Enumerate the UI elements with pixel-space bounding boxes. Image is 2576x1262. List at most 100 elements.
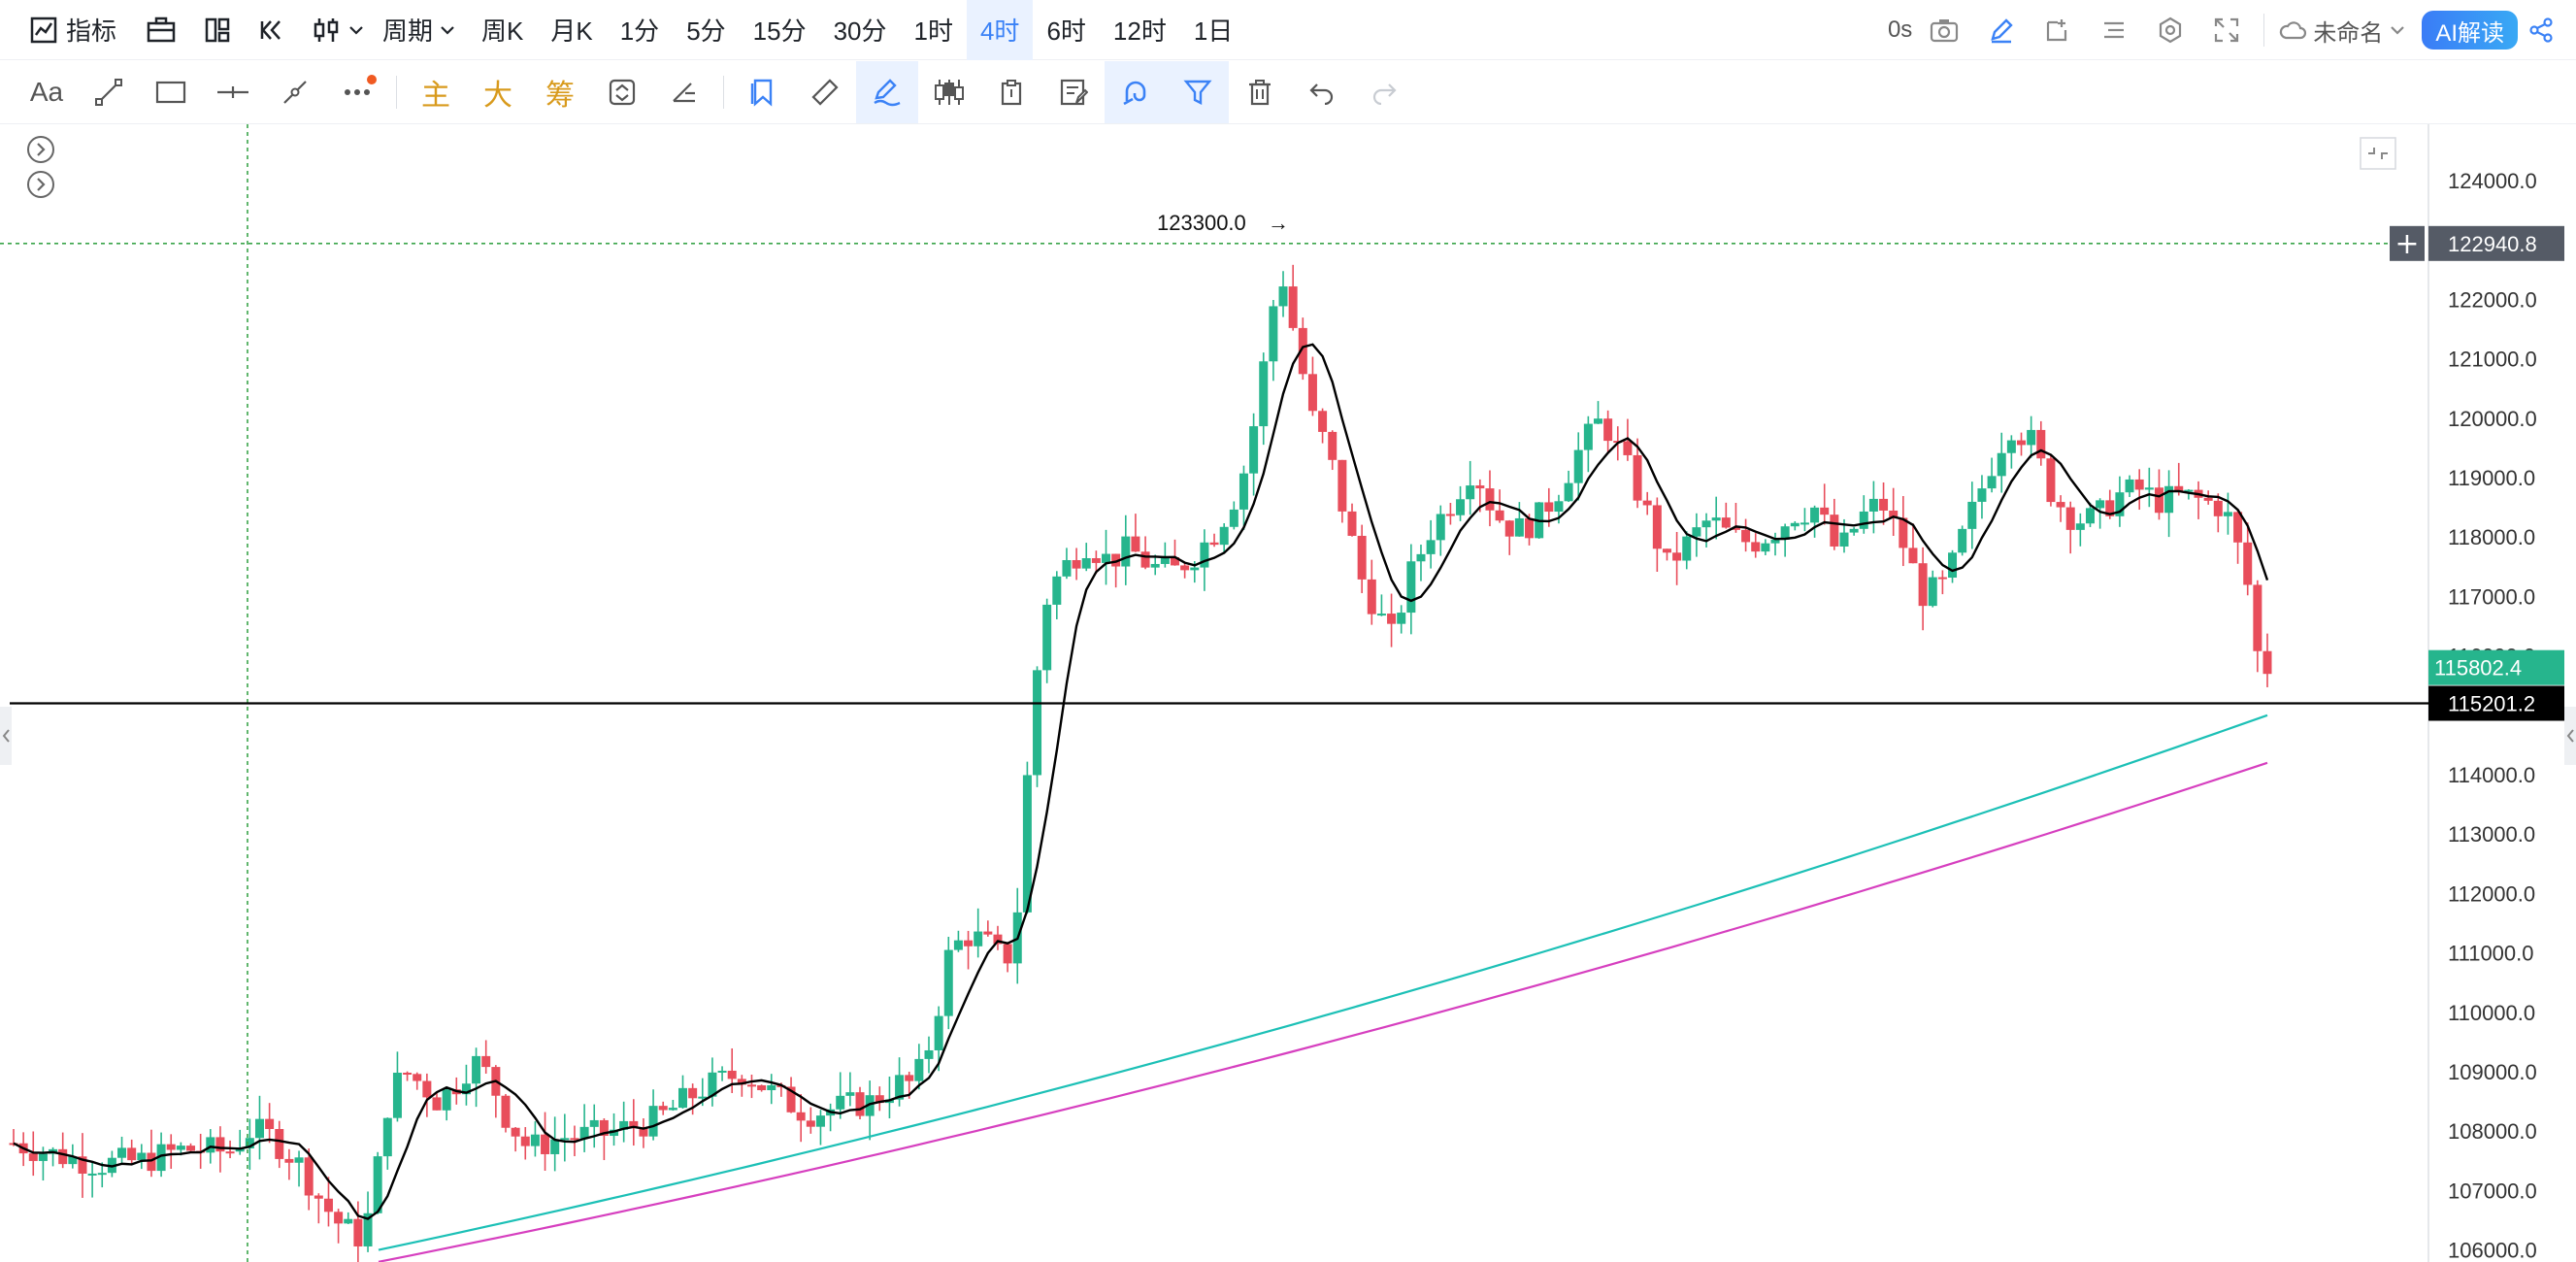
- price-axis-label: 121000.0: [2448, 348, 2537, 372]
- sync-drawing-tool[interactable]: [591, 61, 653, 123]
- candle-body: [117, 1147, 127, 1158]
- candle: [1514, 502, 1524, 537]
- horizontal-line-tool[interactable]: [202, 61, 264, 123]
- candle: [147, 1129, 156, 1178]
- period-tab[interactable]: 1日: [1193, 17, 1234, 46]
- big-order-tool[interactable]: 大: [467, 61, 529, 123]
- chevron-down-icon: [441, 25, 454, 35]
- main-force-tool[interactable]: 主: [405, 61, 467, 123]
- candle-body: [1466, 485, 1475, 500]
- period-tab[interactable]: 月K: [550, 17, 593, 46]
- candle: [2096, 498, 2105, 529]
- candle-body: [1229, 509, 1238, 527]
- replay-button[interactable]: [258, 0, 285, 60]
- left-panel-toggle[interactable]: [0, 707, 12, 765]
- chart-area[interactable]: 124000.0 122000.0 121000.0 120000.0 119000.0…: [0, 124, 2576, 1262]
- period-dropdown[interactable]: 周期: [382, 0, 456, 60]
- layout-button[interactable]: [204, 0, 231, 60]
- undo-button[interactable]: [1291, 61, 1353, 123]
- candle: [1937, 570, 1947, 595]
- fullscreen-button[interactable]: [2213, 0, 2240, 60]
- candle: [934, 1006, 943, 1072]
- candle-body: [1022, 775, 1032, 913]
- candle: [2253, 580, 2262, 673]
- period-tab[interactable]: 周K: [481, 17, 524, 46]
- candle: [1564, 470, 1573, 503]
- rectangle-tool[interactable]: [140, 61, 202, 123]
- share-button[interactable]: [2527, 0, 2555, 60]
- chip-distribution-tool[interactable]: 筹: [529, 61, 591, 123]
- hide-kline-tool[interactable]: [918, 61, 980, 123]
- filter-tool[interactable]: [1167, 60, 1229, 123]
- candle-body: [2085, 508, 2095, 524]
- candle: [1593, 401, 1602, 424]
- candle: [1908, 523, 1918, 564]
- expand-indicator-button[interactable]: [25, 169, 56, 200]
- notes-tool[interactable]: [1042, 61, 1105, 123]
- layout-name-dropdown[interactable]: 未命名: [2278, 0, 2406, 60]
- clipboard-tool[interactable]: [980, 61, 1042, 123]
- candle: [1603, 410, 1613, 454]
- candle-body: [1780, 526, 1790, 540]
- expand-indicator-button[interactable]: [25, 134, 56, 165]
- period-tab[interactable]: 15分: [752, 17, 807, 46]
- period-tab[interactable]: 1时: [913, 17, 953, 46]
- text-tool[interactable]: Aa: [16, 61, 78, 123]
- right-panel-toggle[interactable]: [2564, 707, 2576, 765]
- candle-body: [1751, 542, 1761, 552]
- period-tab[interactable]: 12时: [1112, 17, 1167, 46]
- candle-body: [1830, 515, 1839, 547]
- more-tools-button[interactable]: [326, 61, 388, 123]
- ai-analysis-button[interactable]: AI解读: [2422, 11, 2518, 50]
- candle: [1456, 485, 1466, 521]
- candle-body: [815, 1115, 825, 1127]
- candle: [2125, 475, 2134, 497]
- candle: [1997, 432, 2006, 493]
- candlestick-chart[interactable]: 124000.0 122000.0 121000.0 120000.0 119000.0…: [0, 124, 2576, 1262]
- candle: [1347, 503, 1357, 537]
- candle-body: [1711, 517, 1721, 521]
- candle: [344, 1212, 353, 1224]
- candle: [2065, 501, 2075, 554]
- top-toolbar: 指标 周期 周K 月K 1分 5分 15分 30分 1时 4时 6时 12时 1日 0s: [0, 0, 2576, 60]
- add-alert-button[interactable]: [2390, 225, 2425, 261]
- candle: [373, 1151, 382, 1214]
- period-tab[interactable]: 5分: [686, 17, 726, 46]
- candle: [746, 1075, 756, 1099]
- candle: [619, 1101, 629, 1143]
- candle-body: [1918, 563, 1928, 607]
- candle-body: [1928, 577, 1937, 607]
- period-tab[interactable]: 30分: [833, 17, 887, 46]
- period-tab[interactable]: 6时: [1046, 17, 1086, 46]
- annotate-button[interactable]: [2044, 0, 2071, 60]
- candle-body: [1200, 542, 1209, 568]
- candle-body: [1269, 306, 1278, 362]
- screenshot-button[interactable]: [1930, 0, 1959, 60]
- draw-toggle-button[interactable]: [1988, 0, 2015, 60]
- period-tab[interactable]: 4时: [966, 0, 1034, 60]
- auto-fit-button[interactable]: [2359, 136, 2397, 171]
- candle: [245, 1118, 254, 1171]
- period-tab[interactable]: 1分: [619, 17, 660, 46]
- ray-tool[interactable]: [264, 61, 326, 123]
- object-list-button[interactable]: [2100, 0, 2128, 60]
- candle: [1436, 505, 1445, 556]
- candle: [2223, 492, 2232, 535]
- candle: [2027, 415, 2036, 458]
- indicator-button[interactable]: 指标: [29, 0, 116, 60]
- magnet-tool[interactable]: [653, 61, 715, 123]
- measure-tool[interactable]: [794, 61, 856, 123]
- candle: [1367, 559, 1376, 625]
- trend-line-tool[interactable]: [78, 61, 140, 123]
- magnet-snap-tool[interactable]: [1105, 60, 1167, 123]
- redo-button[interactable]: [1353, 61, 1415, 123]
- candle-body: [413, 1074, 422, 1081]
- candle: [786, 1077, 796, 1113]
- delete-drawings-button[interactable]: [1229, 61, 1291, 123]
- template-button[interactable]: [146, 0, 177, 60]
- candle: [1662, 548, 1671, 561]
- chart-type-button[interactable]: [313, 0, 365, 60]
- continuous-draw-tool[interactable]: [856, 60, 918, 123]
- bookmark-tool[interactable]: [732, 61, 794, 123]
- settings-button[interactable]: [2157, 0, 2184, 60]
